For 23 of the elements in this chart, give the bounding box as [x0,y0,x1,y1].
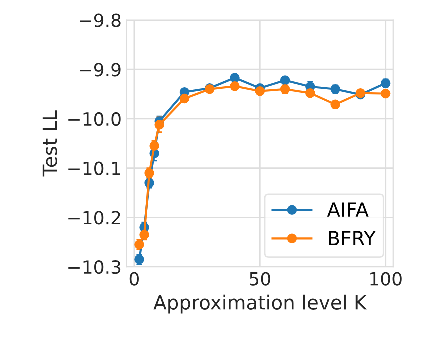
legend-label: AIFA [327,202,369,217]
x-axis-title: Approximation level K [154,294,368,314]
y-axis-title: Test LL [42,110,58,177]
point [230,82,240,92]
point [255,86,266,96]
point [150,141,160,151]
x-tick-label: 0 [130,272,139,286]
x-tick-label: 50 [250,272,270,286]
point [180,94,190,104]
y-tick-label: −10.3 [68,260,121,274]
y-tick-label: −9.9 [80,63,121,77]
legend-label: BFRY [329,231,376,246]
point [140,230,150,240]
y-tick-label: −10.0 [68,112,121,126]
y-tick-label: −9.8 [80,14,121,28]
y-tick-label: −10.1 [68,162,120,176]
y-tick-label: −10.2 [68,211,120,225]
point [306,88,316,98]
point [230,73,240,83]
x-tick-label: 100 [370,272,402,286]
point [280,76,290,86]
point [154,120,164,130]
point [380,88,391,99]
